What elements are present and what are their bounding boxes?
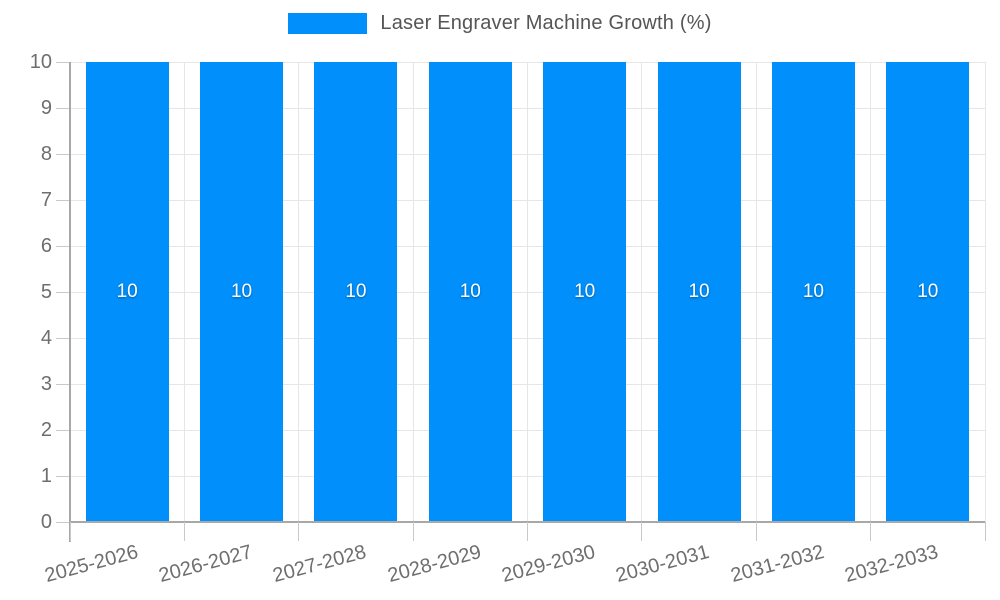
gridline-v — [641, 62, 643, 522]
y-tick — [56, 107, 70, 109]
y-axis-label: 2 — [40, 419, 52, 441]
bar[interactable] — [85, 62, 169, 522]
y-axis-label: 0 — [40, 511, 52, 533]
legend[interactable]: Laser Engraver Machine Growth (%) — [0, 0, 1000, 46]
x-tick — [69, 522, 71, 541]
y-axis-label: 9 — [40, 97, 52, 119]
y-axis-label: 6 — [40, 235, 52, 257]
gridline-v — [183, 62, 185, 522]
bar[interactable] — [543, 62, 627, 522]
x-tick — [870, 522, 872, 541]
x-axis-label: 2026-2027 — [156, 540, 255, 587]
bar[interactable] — [428, 62, 512, 522]
gridline-v — [984, 62, 986, 522]
gridline-v — [870, 62, 872, 522]
bar[interactable] — [771, 62, 855, 522]
x-axis-label: 2029-2030 — [499, 540, 598, 587]
y-tick — [56, 383, 70, 385]
y-tick — [56, 153, 70, 155]
gridline-v — [412, 62, 414, 522]
bar[interactable] — [886, 62, 970, 522]
x-tick — [984, 522, 986, 541]
y-axis-label: 4 — [40, 327, 52, 349]
legend-swatch — [288, 12, 368, 34]
x-axis-label: 2032-2033 — [842, 540, 941, 587]
y-axis-label: 7 — [40, 189, 52, 211]
bar[interactable] — [314, 62, 398, 522]
gridline-v — [755, 62, 757, 522]
x-axis-label: 2030-2031 — [613, 540, 713, 587]
y-axis-label: 1 — [40, 465, 52, 487]
y-tick — [56, 245, 70, 247]
y-tick — [56, 521, 70, 523]
y-axis-line — [69, 62, 71, 542]
x-tick — [183, 522, 185, 541]
bar[interactable] — [657, 62, 741, 522]
y-axis-label: 8 — [40, 143, 52, 165]
gridline-v — [298, 62, 300, 522]
y-tick — [56, 291, 70, 293]
gridline-v — [527, 62, 528, 522]
x-tick — [412, 522, 414, 541]
bar[interactable] — [200, 62, 284, 522]
y-tick — [56, 337, 70, 339]
x-axis-label: 2028-2029 — [385, 540, 484, 587]
y-axis-label: 5 — [40, 281, 52, 303]
x-axis-label: 2027-2028 — [270, 540, 369, 587]
x-tick — [641, 522, 643, 541]
x-axis-label: 2025-2026 — [42, 540, 141, 587]
x-tick — [298, 522, 300, 541]
x-tick — [755, 522, 757, 541]
x-tick — [527, 522, 528, 541]
y-tick — [56, 61, 70, 63]
y-axis-label: 3 — [40, 373, 52, 395]
y-axis-label: 10 — [29, 51, 52, 73]
y-tick — [56, 199, 70, 201]
y-tick — [56, 475, 70, 477]
legend-label: Laser Engraver Machine Growth (%) — [380, 11, 712, 34]
y-tick — [56, 429, 70, 431]
x-axis-label: 2031-2032 — [728, 540, 827, 587]
